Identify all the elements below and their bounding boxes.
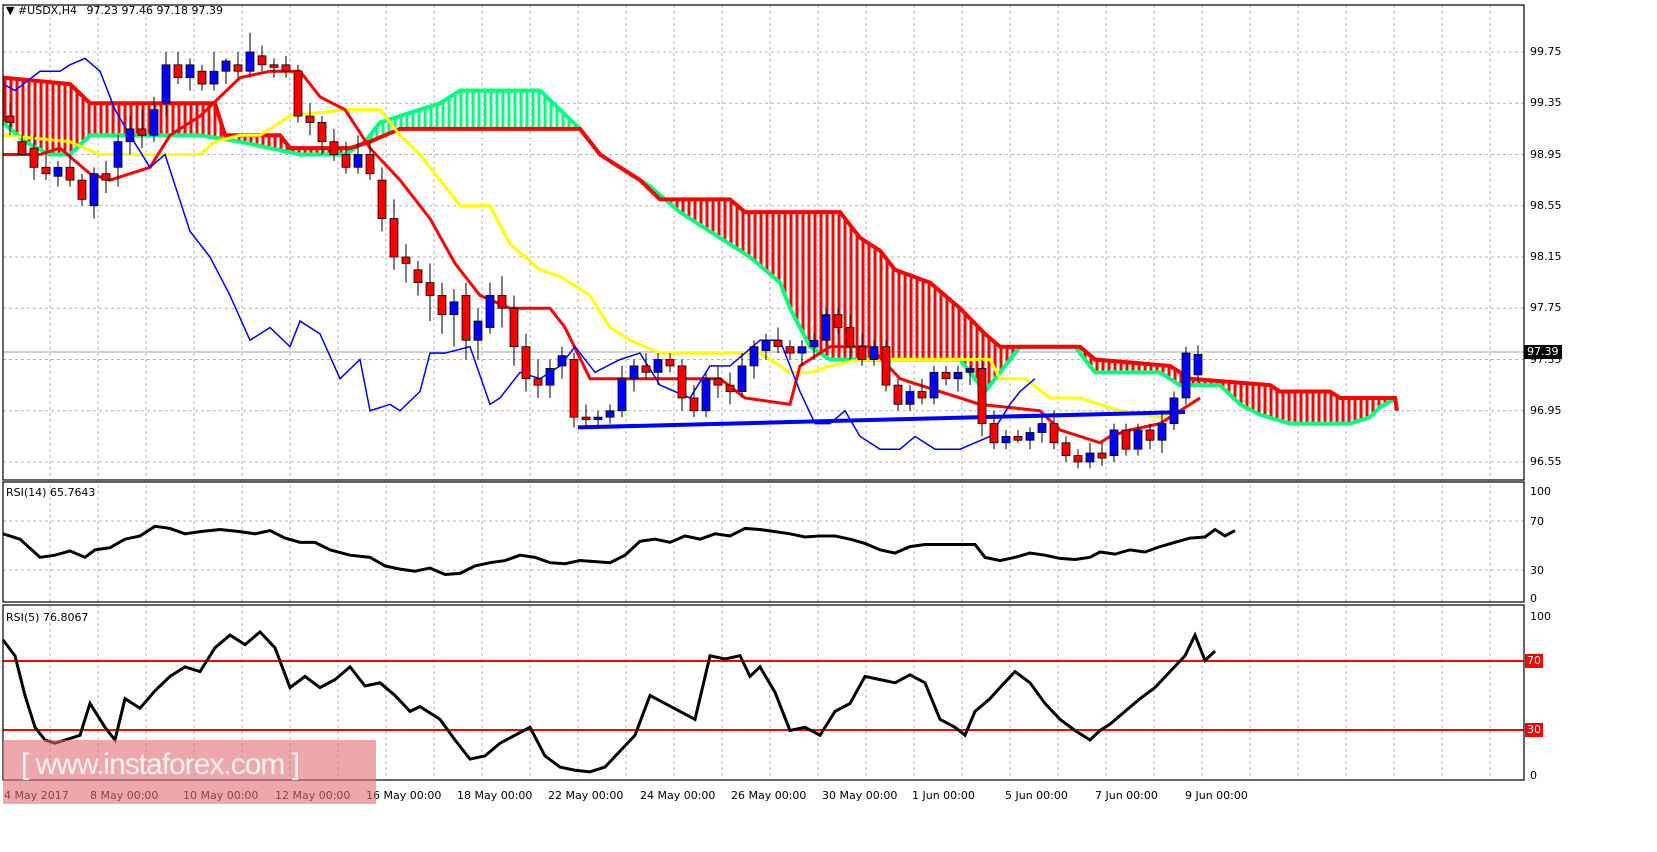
rsi14-label: RSI(14) 65.7643 xyxy=(6,486,96,499)
ohlc-values: 97.23 97.46 97.18 97.39 xyxy=(86,4,223,17)
price-tick: 97.75 xyxy=(1530,301,1562,315)
time-tick: 26 May 00:00 xyxy=(731,789,807,802)
candlesticks xyxy=(5,32,1203,469)
time-tick: 9 Jun 00:00 xyxy=(1185,789,1248,802)
price-tick: 99.75 xyxy=(1530,45,1562,58)
rsi14-tick-30: 30 xyxy=(1530,564,1544,577)
current-price-tag: 97.39 xyxy=(1524,345,1562,359)
rsi5-tick-100: 100 xyxy=(1530,610,1551,623)
time-tick: 1 Jun 00:00 xyxy=(912,789,975,802)
time-tick: 22 May 00:00 xyxy=(548,789,624,802)
time-tick: 7 Jun 00:00 xyxy=(1095,789,1158,802)
time-tick: 18 May 00:00 xyxy=(457,789,533,802)
time-tick: 24 May 00:00 xyxy=(640,789,716,802)
panel-frames xyxy=(2,4,1525,781)
chart-title: ▼ #USDX,H4 97.23 97.46 97.18 97.39 xyxy=(6,4,223,17)
rsi14-tick-0: 0 xyxy=(1530,592,1537,605)
price-tick: 98.55 xyxy=(1530,198,1562,212)
indicator-lines xyxy=(2,57,1201,450)
rsi5-level-70-tag: 70 xyxy=(1525,654,1543,668)
price-tick: 96.55 xyxy=(1530,455,1562,468)
time-tick: 30 May 00:00 xyxy=(822,789,898,802)
watermark-text: [ www.instaforex.com ] xyxy=(21,748,300,781)
rsi14-tick-100: 100 xyxy=(1530,485,1551,498)
time-tick: 16 May 00:00 xyxy=(366,789,442,802)
price-tick: 98.95 xyxy=(1530,147,1562,161)
time-tick: 5 Jun 00:00 xyxy=(1005,789,1068,802)
symbol-title: ▼ #USDX,H4 xyxy=(6,4,77,17)
rsi5-label: RSI(5) 76.8067 xyxy=(6,611,89,624)
rsi-lines xyxy=(1,524,1524,774)
rsi5-tick-0: 0 xyxy=(1530,769,1537,782)
price-tick: 98.15 xyxy=(1530,250,1562,263)
watermark: [ www.instaforex.com ] xyxy=(3,740,376,804)
rsi5-level-30-tag: 30 xyxy=(1525,723,1543,737)
price-tick: 99.35 xyxy=(1530,96,1562,110)
rsi14-tick-70: 70 xyxy=(1530,515,1544,528)
price-tick: 96.95 xyxy=(1530,403,1562,417)
